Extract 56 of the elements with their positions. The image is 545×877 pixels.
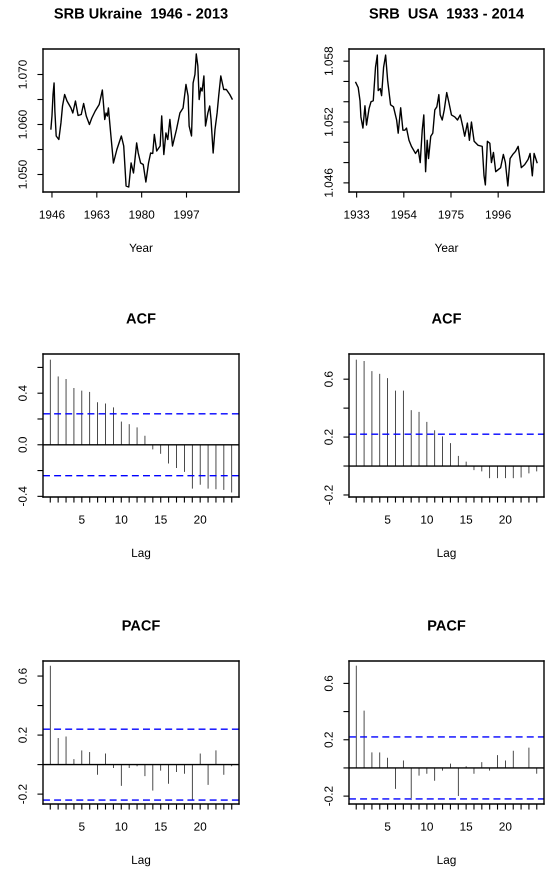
y-tick-label: 1.058 — [324, 46, 333, 76]
x-axis-title: Year — [129, 244, 153, 252]
x-tick-label: 20 — [499, 515, 512, 524]
x-tick-label: 1996 — [486, 210, 511, 219]
y-tick-label: 1.050 — [18, 160, 27, 188]
x-tick-label: 10 — [116, 822, 128, 831]
y-tick-label: -0.4 — [18, 486, 27, 506]
y-tick-label: -0.2 — [324, 786, 333, 806]
y-tick-label: 1.070 — [18, 60, 27, 88]
x-axis-title: Lag — [438, 548, 456, 560]
chart-title: ACF — [432, 313, 461, 324]
y-tick-label: 0.4 — [18, 385, 27, 401]
x-tick-label: 15 — [155, 515, 167, 524]
x-axis-title: Year — [434, 244, 458, 252]
x-tick-label: 10 — [421, 515, 433, 524]
chart-title: SRB Ukraine 1946 - 2013 — [54, 8, 228, 19]
x-axis-title: Lag — [438, 856, 456, 866]
x-tick-label: 5 — [384, 515, 390, 524]
y-tick-label: 0.2 — [324, 429, 333, 445]
line-series — [355, 54, 538, 187]
x-tick-label: 1980 — [129, 210, 154, 219]
chart-title: PACF — [122, 620, 160, 631]
y-tick-label: 1.060 — [18, 110, 27, 138]
x-tick-label: 1997 — [174, 210, 200, 219]
x-tick-label: 20 — [194, 515, 206, 524]
x-axis-title: Lag — [132, 856, 150, 866]
y-tick-label: 1.052 — [324, 108, 333, 136]
y-tick-label: -0.2 — [324, 485, 333, 505]
chart-title: ACF — [126, 313, 156, 324]
x-tick-label: 10 — [421, 822, 433, 831]
x-tick-label: 15 — [155, 822, 167, 831]
x-tick-label: 1975 — [438, 210, 464, 219]
chart-title: SRB USA 1933 - 2014 — [369, 8, 524, 19]
y-tick-label: 0.2 — [18, 727, 27, 743]
x-tick-label: 10 — [116, 515, 128, 524]
y-tick-label: 1.046 — [324, 168, 333, 197]
y-tick-label: -0.2 — [18, 784, 27, 804]
x-tick-label: 1946 — [40, 210, 65, 219]
y-tick-label: 0.2 — [324, 732, 333, 748]
y-tick-label: 0.0 — [18, 437, 27, 453]
x-axis-title: Lag — [132, 548, 150, 560]
x-tick-label: 15 — [460, 822, 472, 831]
y-tick-label: 0.6 — [324, 676, 333, 692]
x-tick-label: 20 — [499, 822, 512, 831]
x-tick-label: 1933 — [344, 210, 370, 219]
x-tick-label: 1963 — [84, 210, 110, 219]
x-tick-label: 20 — [194, 822, 206, 831]
x-tick-label: 1954 — [392, 210, 417, 219]
x-tick-label: 15 — [460, 515, 472, 524]
x-tick-label: 5 — [79, 822, 85, 831]
chart-title: PACF — [428, 620, 466, 631]
y-tick-label: 0.6 — [18, 668, 27, 684]
x-tick-label: 5 — [79, 515, 85, 524]
y-tick-label: 0.6 — [324, 371, 333, 387]
x-tick-label: 5 — [384, 822, 390, 831]
line-series — [50, 53, 233, 188]
